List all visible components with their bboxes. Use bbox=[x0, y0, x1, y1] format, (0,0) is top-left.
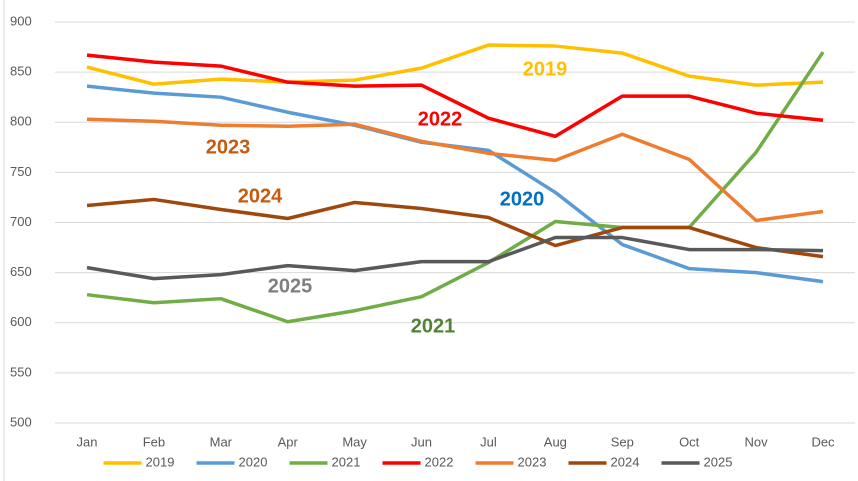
series-line bbox=[86, 235, 824, 281]
x-tick-label: Apr bbox=[278, 434, 299, 449]
legend-label: 2022 bbox=[425, 454, 454, 469]
y-tick-label: 900 bbox=[10, 13, 32, 28]
legend-label: 2020 bbox=[239, 454, 268, 469]
annotation: 2022 bbox=[418, 108, 463, 130]
y-tick-label: 500 bbox=[10, 414, 32, 429]
x-tick-label: Nov bbox=[745, 434, 769, 449]
x-tick-label: Feb bbox=[143, 434, 165, 449]
y-tick-label: 750 bbox=[10, 164, 32, 179]
legend-label: 2025 bbox=[704, 454, 733, 469]
x-tick-label: Jun bbox=[411, 434, 432, 449]
x-tick-label: Sep bbox=[611, 434, 634, 449]
x-tick-label: Oct bbox=[679, 434, 700, 449]
annotation: 2020 bbox=[500, 188, 545, 210]
y-tick-label: 550 bbox=[10, 364, 32, 379]
annotation: 2024 bbox=[238, 185, 283, 207]
x-tick-label: Mar bbox=[210, 434, 233, 449]
y-tick-label: 650 bbox=[10, 264, 32, 279]
x-tick-label: Jan bbox=[77, 434, 98, 449]
annotation: 2025 bbox=[268, 275, 313, 297]
legend-label: 2023 bbox=[518, 454, 547, 469]
legend-label: 2024 bbox=[611, 454, 640, 469]
x-tick-label: Jul bbox=[480, 434, 497, 449]
x-tick-label: May bbox=[342, 434, 367, 449]
legend-label: 2019 bbox=[146, 454, 175, 469]
series-line bbox=[86, 117, 824, 223]
y-tick-label: 850 bbox=[10, 64, 32, 79]
annotation: 2019 bbox=[523, 58, 568, 80]
y-tick-label: 700 bbox=[10, 214, 32, 229]
x-tick-label: Dec bbox=[811, 434, 835, 449]
y-tick-label: 600 bbox=[10, 314, 32, 329]
series-line bbox=[86, 197, 824, 259]
legend-label: 2021 bbox=[332, 454, 361, 469]
x-tick-label: Aug bbox=[544, 434, 567, 449]
annotation: 2021 bbox=[411, 315, 456, 337]
series-line bbox=[86, 43, 824, 87]
annotation: 2023 bbox=[206, 136, 251, 158]
series-line bbox=[86, 53, 824, 139]
y-tick-label: 800 bbox=[10, 114, 32, 129]
series-line bbox=[86, 51, 825, 324]
